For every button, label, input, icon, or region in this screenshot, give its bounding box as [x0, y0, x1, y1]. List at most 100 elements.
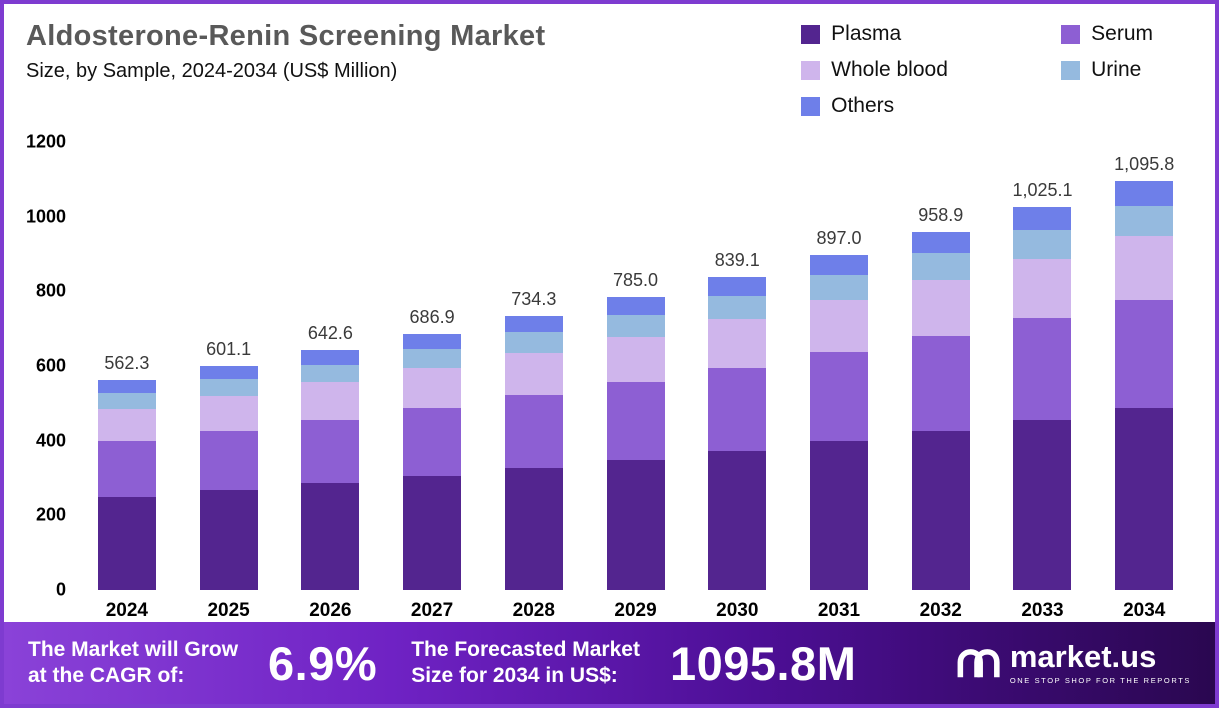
chart-title: Aldosterone-Renin Screening Market	[26, 20, 546, 52]
bar-segment-urine-2024	[97, 392, 156, 409]
legend-item-urine: Urine	[1061, 58, 1153, 82]
bar-segment-serum-2028	[504, 395, 563, 468]
bar-segment-others-2030	[708, 276, 767, 296]
brand-name: market.us	[1009, 639, 1157, 674]
bar-column-2027: 686.9	[381, 142, 483, 590]
bar-total-label: 686.9	[409, 306, 455, 327]
bar-segment-serum-2034	[1115, 299, 1174, 408]
cagr-label-line1: The Market will Grow	[28, 637, 239, 661]
legend-swatch-plasma	[801, 24, 821, 44]
bar-total-label: 897.0	[816, 228, 862, 249]
legend-swatch-serum	[1061, 24, 1081, 44]
bar-segment-serum-2030	[708, 367, 767, 451]
bar-column-2034: 1,095.8	[1093, 142, 1195, 590]
bar-segment-plasma-2031	[810, 441, 868, 590]
bar-total-label: 958.9	[918, 205, 964, 226]
bar-segment-serum-2033	[1013, 318, 1072, 420]
legend-item-others: Others	[801, 94, 1021, 118]
bar-stack-2026	[301, 350, 360, 590]
bar-total-label: 601.1	[206, 338, 252, 359]
y-tick-label: 200	[35, 504, 66, 525]
chart-header: Aldosterone-Renin Screening Market Size,…	[4, 4, 1215, 120]
bar-segment-others-2024	[97, 380, 156, 393]
chart-area: 0 200 400 600 800 1000 1200 562.3 601.1 642.6 686…	[4, 120, 1215, 622]
market-us-logo-icon	[957, 649, 1000, 678]
bar-column-2030: 839.1	[686, 142, 788, 590]
bar-segment-plasma-2026	[301, 483, 360, 590]
bar-segment-whole-blood-2024	[97, 408, 156, 442]
y-tick-label: 800	[35, 280, 66, 301]
footer-banner: The Market will Grow at the CAGR of: 6.9…	[4, 622, 1215, 704]
bar-segment-urine-2028	[504, 332, 563, 353]
bar-column-2026: 642.6	[279, 142, 381, 590]
bar-segment-whole-blood-2028	[504, 352, 563, 396]
x-tick-label: 2034	[1123, 600, 1166, 621]
y-tick-label: 1200	[25, 131, 66, 152]
forecast-value: 1095.8M	[669, 636, 857, 690]
bar-stack-2025	[199, 365, 258, 590]
legend-swatch-urine	[1061, 60, 1081, 80]
forecast-label-line2: Size for 2034 in US$:	[411, 664, 618, 687]
bar-segment-serum-2031	[810, 352, 868, 442]
y-tick-label: 400	[35, 430, 66, 451]
bar-total-label: 734.3	[511, 289, 557, 309]
bar-segment-whole-blood-2025	[199, 395, 258, 431]
bar-segment-serum-2027	[403, 407, 462, 476]
bar-column-2033: 1,025.1	[992, 142, 1094, 590]
bar-segment-others-2029	[606, 297, 665, 315]
bar-segment-plasma-2027	[403, 475, 462, 590]
title-block: Aldosterone-Renin Screening Market Size,…	[26, 20, 545, 83]
bar-column-2025: 601.1	[178, 142, 280, 590]
bar-segment-urine-2025	[199, 379, 258, 396]
bar-segment-others-2026	[301, 350, 360, 365]
cagr-label-line2: at the CAGR of:	[28, 664, 185, 687]
bar-stack-2033	[1013, 207, 1072, 590]
forecast-label-line1: The Forecasted Market	[411, 637, 640, 661]
bar-segment-urine-2030	[708, 295, 767, 320]
cagr-value: 6.9%	[268, 636, 378, 690]
bar-segment-serum-2025	[199, 430, 258, 490]
x-tick-label: 2025	[207, 600, 250, 621]
bar-column-2028: 734.3	[483, 142, 585, 590]
bar-segment-others-2032	[911, 232, 970, 254]
y-tick-label: 0	[55, 579, 66, 600]
bar-segment-others-2034	[1115, 180, 1174, 206]
bar-segment-urine-2032	[911, 253, 970, 281]
bar-stack-2028	[504, 316, 563, 590]
bar-total-label: 562.3	[104, 353, 150, 374]
bar-segment-urine-2027	[403, 348, 462, 369]
bar-column-2029: 785.0	[585, 142, 687, 590]
bar-stack-2027	[403, 333, 462, 590]
bar-segment-whole-blood-2026	[301, 382, 360, 420]
legend-label: Others	[831, 94, 895, 117]
x-tick-label: 2031	[817, 600, 861, 621]
x-tick-label: 2024	[105, 600, 148, 621]
x-tick-label: 2029	[614, 600, 657, 621]
x-tick-label: 2032	[919, 600, 962, 621]
bar-segment-plasma-2025	[199, 489, 258, 590]
bar-segment-plasma-2029	[606, 459, 665, 590]
bar-segment-plasma-2034	[1115, 407, 1174, 590]
bar-segment-plasma-2024	[97, 496, 156, 590]
chart-subtitle: Size, by Sample, 2024-2034 (US$ Million)	[26, 60, 398, 82]
bar-segment-others-2028	[504, 316, 563, 333]
bar-column-2032: 958.9	[890, 142, 992, 590]
legend-label: Plasma	[831, 22, 902, 45]
bar-total-label: 1,095.8	[1114, 153, 1175, 174]
bar-segment-urine-2026	[301, 364, 360, 383]
legend-label: Whole blood	[831, 58, 948, 81]
bar-segment-whole-blood-2027	[403, 368, 462, 408]
legend-item-plasma: Plasma	[801, 22, 1021, 46]
plot-wrap: 562.3 601.1 642.6 686.9 734.3 785.0 839.1 897.0…	[76, 142, 1195, 622]
x-tick-label: 2030	[716, 600, 759, 621]
legend: Plasma Serum Whole blood Urine Others	[801, 22, 1153, 118]
bar-segment-serum-2029	[606, 382, 665, 460]
plot-area: 562.3 601.1 642.6 686.9 734.3 785.0 839.1 897.0…	[76, 142, 1195, 590]
bar-segment-others-2027	[403, 333, 462, 349]
bar-segment-urine-2029	[606, 314, 665, 337]
bar-segment-urine-2031	[810, 275, 868, 301]
bar-stack-2031	[810, 255, 868, 590]
bar-segment-whole-blood-2033	[1013, 258, 1072, 319]
y-axis: 0 200 400 600 800 1000 1200	[12, 132, 76, 600]
